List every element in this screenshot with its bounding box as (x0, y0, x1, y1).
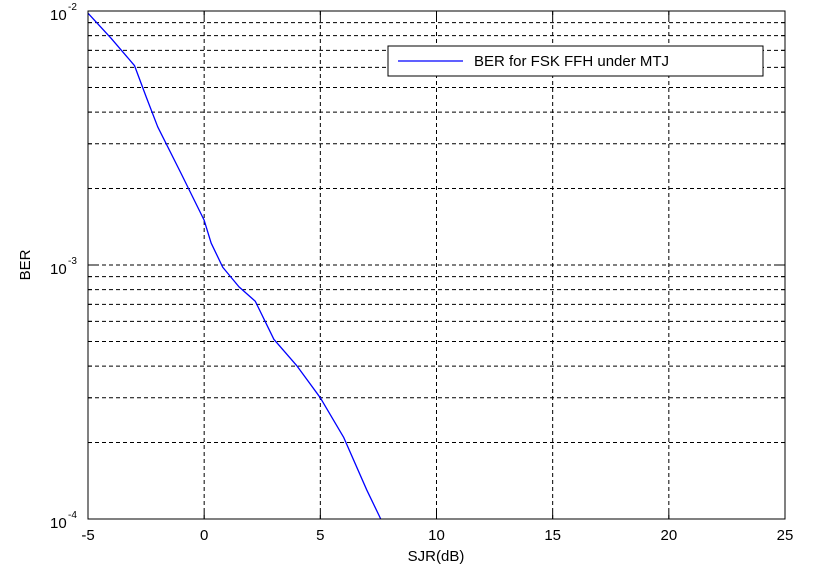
y-tick-label-base: 10 (50, 515, 67, 532)
legend: BER for FSK FFH under MTJ (387, 45, 764, 77)
y-tick-label-base: 10 (50, 7, 67, 24)
x-tick-label: 10 (428, 527, 445, 544)
y-tick-label: 10 -3 (50, 256, 77, 278)
y-tick-label: 10 -4 (50, 510, 77, 532)
y-tick-label-base: 10 (50, 261, 67, 278)
series-layer (87, 12, 382, 520)
x-tick-labels: -5 0 5 10 15 20 25 (81, 527, 793, 544)
legend-label: BER for FSK FFH under MTJ (474, 53, 669, 70)
y-tick-label-exponent: -4 (68, 510, 77, 521)
x-tick-label: 0 (200, 527, 208, 544)
x-tick-label: -5 (81, 527, 94, 544)
x-tick-label: 20 (660, 527, 677, 544)
plot-frame (87, 10, 786, 520)
y-axis-label: BER (17, 249, 34, 280)
x-axis-label: SJR(dB) (408, 548, 465, 565)
y-tick-label-exponent: -2 (68, 2, 77, 13)
y-tick-label: 10 -2 (50, 2, 77, 24)
y-tick-label-exponent: -3 (68, 256, 77, 267)
grid (88, 11, 785, 519)
x-tick-label: 15 (544, 527, 561, 544)
x-tick-label: 5 (316, 527, 324, 544)
x-tick-label: 25 (777, 527, 794, 544)
series-line-0 (87, 12, 382, 520)
y-tick-labels: 10-210-310-4 (50, 2, 77, 532)
